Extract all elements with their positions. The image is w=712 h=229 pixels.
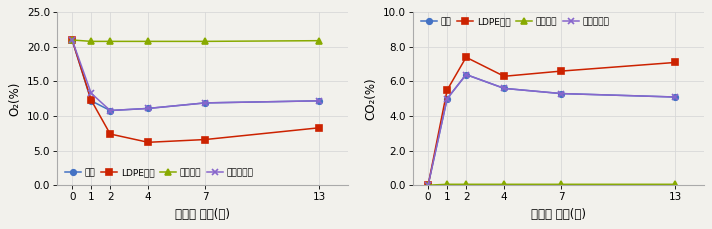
Legend: 신문, LDPE필름, 전공필름, 기능성필름: 신문, LDPE필름, 전공필름, 기능성필름 — [61, 164, 257, 181]
LDPE필름 — [462, 56, 471, 59]
전공필름 — [671, 183, 679, 186]
전공필름 — [424, 184, 432, 187]
신문 — [106, 109, 115, 112]
LDPE필름 — [557, 70, 565, 72]
전공필름 — [500, 183, 508, 186]
Line: 전공필름: 전공필름 — [69, 37, 322, 44]
신문 — [671, 96, 679, 98]
Legend: 신문, LDPE필름, 전공필름, 기능성필름: 신문, LDPE필름, 전공필름, 기능성필름 — [417, 13, 613, 30]
LDPE필름 — [144, 141, 152, 144]
신문 — [315, 99, 323, 102]
LDPE필름 — [315, 126, 323, 129]
LDPE필름 — [106, 133, 115, 135]
신문 — [443, 97, 451, 100]
Line: LDPE필름: LDPE필름 — [69, 37, 322, 145]
기능성필름 — [424, 184, 432, 187]
기능성필름 — [106, 109, 115, 112]
전공필름 — [443, 183, 451, 186]
신문 — [87, 99, 95, 102]
전공필름 — [144, 40, 152, 43]
신문 — [68, 39, 76, 41]
신문 — [500, 87, 508, 90]
LDPE필름 — [201, 138, 209, 141]
LDPE필름 — [87, 99, 95, 101]
LDPE필름 — [500, 75, 508, 78]
전공필름 — [87, 40, 95, 43]
기능성필름 — [315, 99, 323, 102]
신문 — [424, 184, 432, 187]
Line: 기능성필름: 기능성필름 — [69, 37, 322, 113]
X-axis label: 수확후 일수(일): 수확후 일수(일) — [175, 208, 230, 221]
LDPE필름 — [424, 184, 432, 187]
전공필름 — [462, 183, 471, 186]
LDPE필름 — [671, 61, 679, 64]
기능성필름 — [462, 73, 471, 76]
기능성필름 — [144, 107, 152, 110]
전공필름 — [201, 40, 209, 43]
X-axis label: 수확후 일수(일): 수확후 일수(일) — [530, 208, 586, 221]
LDPE필름 — [68, 39, 76, 41]
기능성필름 — [671, 96, 679, 98]
기능성필름 — [68, 39, 76, 41]
Line: 신문: 신문 — [69, 37, 322, 113]
기능성필름 — [201, 101, 209, 104]
신문 — [201, 101, 209, 104]
LDPE필름 — [443, 89, 451, 91]
Line: 신문: 신문 — [425, 72, 678, 188]
신문 — [557, 92, 565, 95]
Line: 전공필름: 전공필름 — [425, 182, 678, 188]
Y-axis label: CO₂(%): CO₂(%) — [365, 77, 377, 120]
기능성필름 — [500, 87, 508, 90]
전공필름 — [68, 39, 76, 41]
기능성필름 — [443, 97, 451, 100]
Line: LDPE필름: LDPE필름 — [425, 55, 678, 188]
전공필름 — [557, 183, 565, 186]
전공필름 — [106, 40, 115, 43]
Line: 기능성필름: 기능성필름 — [425, 72, 678, 188]
기능성필름 — [557, 92, 565, 95]
기능성필름 — [87, 92, 95, 95]
전공필름 — [315, 39, 323, 42]
Y-axis label: O₂(%): O₂(%) — [9, 82, 21, 116]
신문 — [144, 107, 152, 110]
신문 — [462, 73, 471, 76]
